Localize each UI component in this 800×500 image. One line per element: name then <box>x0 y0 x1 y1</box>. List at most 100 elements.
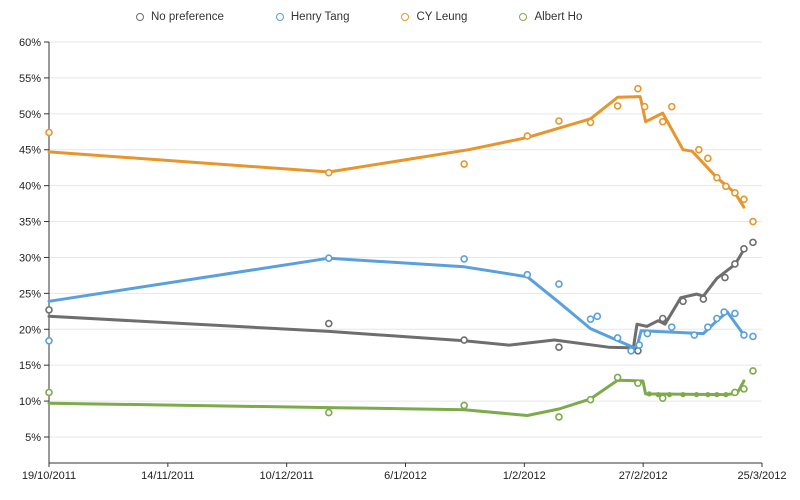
scatter-point-cy-leung <box>523 132 532 140</box>
trend-line-cy-leung <box>47 95 746 209</box>
x-tick-label: 19/10/2011 <box>22 470 76 482</box>
scatter-point-no-preference <box>749 238 757 247</box>
scatter-point-cy-leung <box>613 102 622 110</box>
y-tick-label: 55% <box>19 73 41 85</box>
x-tick-label: 25/3/2012 <box>738 470 787 482</box>
x-tick-label: 27/2/2012 <box>619 470 668 482</box>
scatter-point-henry-tang <box>586 315 595 324</box>
trend-dot-albert-ho <box>646 391 652 397</box>
scatter-point-henry-tang <box>690 331 699 339</box>
scatter-point-cy-leung <box>704 154 712 163</box>
scatter-point-henry-tang <box>555 280 563 288</box>
scatter-point-cy-leung <box>324 168 333 177</box>
scatter-point-albert-ho <box>740 385 748 393</box>
scatter-point-cy-leung <box>640 102 649 111</box>
scatter-point-henry-tang <box>667 323 676 331</box>
scatter-point-henry-tang <box>749 332 757 341</box>
legend-item-cy-leung: CY Leung <box>401 11 467 23</box>
scatter-point-henry-tang <box>45 336 53 345</box>
legend-label: CY Leung <box>416 11 468 23</box>
scatter-point-albert-ho <box>460 401 468 410</box>
scatter-point-cy-leung <box>460 160 468 168</box>
trend-dot-albert-ho <box>655 392 661 398</box>
legend-item-henry-tang: Henry Tang <box>275 11 350 23</box>
legend: No preference Henry Tang CY Leung Albert Ho <box>136 11 582 23</box>
legend-marker-icon <box>401 13 410 21</box>
legend-marker-icon <box>136 13 144 21</box>
y-tick-label: 5% <box>25 432 41 444</box>
scatter-point-no-preference <box>679 297 687 306</box>
trend-line-no-preference <box>47 248 746 350</box>
scatter-point-albert-ho <box>45 388 53 397</box>
y-tick-label: 20% <box>19 324 41 336</box>
scatter-point-henry-tang <box>324 254 333 262</box>
y-tick-label: 45% <box>19 145 41 157</box>
scatter-point-no-preference <box>699 295 708 303</box>
scatter-point-cy-leung <box>695 145 703 154</box>
x-tick-label: 10/12/2011 <box>260 470 314 482</box>
legend-label: No preference <box>151 11 224 23</box>
trend-dot-albert-ho <box>714 392 720 398</box>
x-tick-label: 14/11/2011 <box>141 470 194 482</box>
scatter-point-albert-ho <box>749 367 757 375</box>
scatter-point-henry-tang <box>720 308 728 316</box>
y-tick-label: 35% <box>19 217 41 229</box>
y-tick-label: 15% <box>19 360 41 372</box>
legend-label: Henry Tang <box>290 11 350 23</box>
scatter-point-albert-ho <box>634 379 642 387</box>
y-tick-label: 10% <box>19 396 41 408</box>
trend-dot-albert-ho <box>705 392 711 398</box>
scatter-point-cy-leung <box>45 128 53 137</box>
scatter-point-henry-tang <box>740 331 748 339</box>
scatter-point-albert-ho <box>658 394 667 403</box>
y-tick-label: 25% <box>19 288 41 300</box>
trend-dot-albert-ho <box>693 392 700 398</box>
scatter-point-henry-tang <box>643 329 652 338</box>
y-tick-label: 60% <box>19 37 41 49</box>
legend-label: Albert Ho <box>534 11 583 23</box>
scatter-point-henry-tang <box>460 255 468 263</box>
legend-item-no-preference: No preference <box>136 11 224 23</box>
scatter-point-albert-ho <box>555 413 563 421</box>
scatter-point-albert-ho <box>731 388 739 397</box>
scatter-point-no-preference <box>324 319 333 328</box>
legend-marker-icon <box>275 13 284 21</box>
scatter-point-henry-tang <box>713 314 721 323</box>
scatter-point-cy-leung <box>634 84 642 93</box>
scatter-point-henry-tang <box>704 323 712 331</box>
scatter-point-no-preference <box>45 306 53 314</box>
scatter-point-henry-tang <box>731 309 739 318</box>
trend-dot-albert-ho <box>680 392 686 398</box>
trend-dot-albert-ho <box>666 392 673 398</box>
scatter-point-cy-leung <box>713 173 721 182</box>
scatter-point-no-preference <box>460 336 468 344</box>
scatter-point-no-preference <box>731 260 739 268</box>
x-tick-label: 6/1/2012 <box>384 470 427 482</box>
scatter-point-no-preference <box>721 273 729 282</box>
scatter-point-albert-ho <box>586 395 595 404</box>
scatter-point-cy-leung <box>586 118 595 127</box>
scatter-point-no-preference <box>658 314 667 323</box>
scatter-point-henry-tang <box>627 347 635 355</box>
scatter-point-no-preference <box>555 343 563 352</box>
scatter-point-cy-leung <box>658 117 667 126</box>
scatter-point-cy-leung <box>667 102 676 111</box>
y-tick-label: 30% <box>19 252 41 264</box>
scatter-point-cy-leung <box>731 189 739 197</box>
trend-dot-albert-ho <box>723 392 729 398</box>
scatter-point-no-preference <box>740 245 748 253</box>
y-tick-label: 40% <box>19 181 41 193</box>
legend-marker-icon <box>519 13 528 21</box>
scatter-point-henry-tang <box>613 334 622 342</box>
scatter-point-henry-tang <box>593 312 602 321</box>
legend-item-albert-ho: Albert Ho <box>519 11 582 23</box>
scatter-point-henry-tang <box>523 270 532 279</box>
y-tick-label: 50% <box>19 109 41 121</box>
scatter-point-cy-leung <box>740 195 748 204</box>
scatter-point-albert-ho <box>613 373 622 382</box>
scatter-point-cy-leung <box>722 182 730 191</box>
scatter-point-albert-ho <box>324 408 333 417</box>
x-tick-label: 1/2/2012 <box>503 470 546 482</box>
